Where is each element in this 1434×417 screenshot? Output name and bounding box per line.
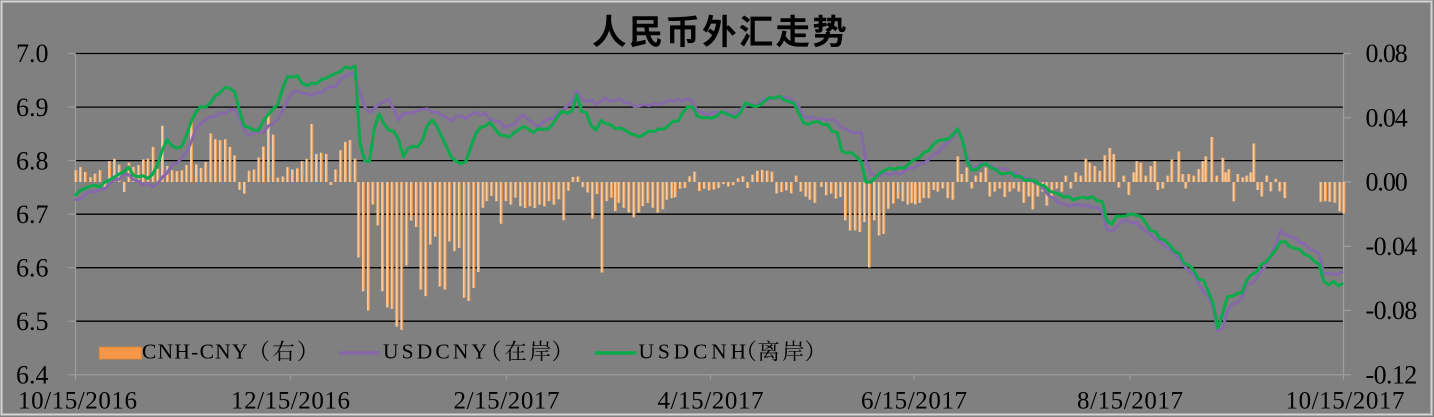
svg-text:CNH-CNY: CNH-CNY — [142, 339, 248, 363]
svg-text:6.4: 6.4 — [16, 361, 49, 390]
svg-text:6.6: 6.6 — [16, 253, 49, 282]
svg-text:0.04: 0.04 — [1366, 104, 1408, 133]
svg-text:7.0: 7.0 — [16, 39, 49, 68]
svg-text:0.00: 0.00 — [1366, 168, 1408, 197]
svg-text:2/15/2017: 2/15/2017 — [454, 388, 560, 415]
svg-text:10/15/2017: 10/15/2017 — [1286, 388, 1405, 415]
svg-text:-0.04: -0.04 — [1366, 232, 1418, 261]
svg-text:6/15/2017: 6/15/2017 — [861, 388, 967, 415]
svg-text:4/15/2017: 4/15/2017 — [658, 388, 764, 415]
svg-text:8/15/2017: 8/15/2017 — [1077, 388, 1183, 415]
svg-text:0.08: 0.08 — [1366, 39, 1408, 68]
svg-text:6.5: 6.5 — [16, 307, 49, 336]
svg-text:-0.12: -0.12 — [1366, 361, 1418, 390]
svg-text:6.8: 6.8 — [16, 146, 49, 175]
svg-text:6.9: 6.9 — [16, 93, 49, 122]
svg-text:-0.08: -0.08 — [1366, 296, 1418, 325]
svg-text:6.7: 6.7 — [16, 200, 49, 229]
svg-text:10/15/2016: 10/15/2016 — [18, 388, 137, 415]
svg-text:12/15/2016: 12/15/2016 — [231, 388, 350, 415]
